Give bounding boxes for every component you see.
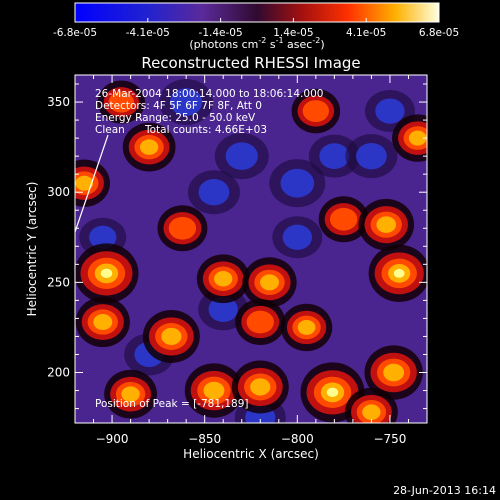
hot-spot-core — [297, 319, 316, 335]
plot-frame — [74, 74, 428, 424]
cold-spot — [225, 142, 258, 170]
heatmap-image — [75, 79, 427, 423]
y-tick-label: 200 — [47, 366, 70, 380]
colorbar-tick-label: -4.1e-05 — [126, 27, 170, 39]
cold-spot — [375, 98, 405, 124]
y-tick-label: 250 — [47, 275, 70, 289]
hot-spot-peak — [326, 387, 339, 398]
cold-spot — [282, 224, 313, 250]
hot-spot-mid — [168, 216, 197, 240]
hot-spot-core — [408, 130, 427, 146]
hot-spot-peak — [393, 268, 405, 278]
x-tick-label: −800 — [281, 432, 314, 446]
x-tick-label: −750 — [373, 432, 406, 446]
hot-spot-mid — [108, 91, 134, 113]
hot-spot-core — [260, 274, 280, 291]
hot-spot-core — [121, 386, 140, 402]
peak-position-label: Position of Peak = [-781,189] — [95, 398, 249, 410]
cold-spot — [89, 225, 117, 249]
colorbar-tick-label: -1.4e-05 — [199, 27, 243, 39]
cold-spot — [280, 168, 315, 198]
colorbar-tick-label: 6.8e-05 — [419, 27, 459, 39]
colorbar-ticks: -6.8e-05 -4.1e-05 -1.4e-05 1.4e-05 4.1e-05 6.… — [53, 18, 459, 39]
annotation-block: 26-Mar-2004 18:00:14.000 to 18:06:14.000… — [95, 88, 323, 136]
annotation-energy: Energy Range: 25.0 - 50.0 keV — [95, 112, 256, 124]
hot-spot-peak — [100, 268, 113, 279]
hot-spot-core — [203, 381, 225, 400]
x-tick-label: −900 — [96, 432, 129, 446]
hot-spot-core — [139, 139, 159, 155]
colorbar-tick-label: 4.1e-05 — [346, 27, 386, 39]
hot-spot-core — [214, 270, 233, 287]
y-axis-label: Heliocentric Y (arcsec) — [25, 182, 39, 317]
cold-spot — [170, 88, 203, 116]
annotation-total-counts: Total counts: 4.66E+03 — [144, 124, 267, 136]
y-tick-label: 350 — [47, 95, 70, 109]
colorbar — [74, 2, 440, 23]
annotation-time: 26-Mar-2004 18:00:14.000 to 18:06:14.000 — [95, 88, 323, 100]
hot-spot-core — [383, 363, 405, 382]
hot-spot-core — [75, 175, 94, 191]
hot-spot-mid — [246, 310, 274, 334]
x-axis-label: Heliocentric X (arcsec) — [183, 447, 319, 461]
colorbar-tick-label: 1.4e-05 — [273, 27, 313, 39]
annotation-method: Clean — [95, 124, 125, 136]
cold-spot — [356, 142, 387, 170]
cold-spot — [319, 143, 350, 170]
hot-spot-core — [161, 327, 182, 346]
axes: −900 −850 −800 −750 200 250 300 350 — [47, 75, 428, 446]
limb-line — [75, 134, 109, 233]
hot-spot-core — [362, 404, 381, 420]
cold-spot — [208, 296, 238, 323]
x-tick-label: −850 — [188, 432, 221, 446]
y-tick-label: 300 — [47, 185, 70, 199]
hot-spot-mid — [302, 100, 330, 123]
colorbar-unit-label: (photons cm-2 s-1 asec-2) — [189, 36, 324, 51]
cold-spot — [198, 179, 230, 206]
hot-spot-core — [376, 216, 397, 233]
hot-spot-core — [250, 378, 271, 396]
hot-spot-mid — [329, 207, 358, 231]
timestamp-footer: 28-Jun-2013 16:14 — [393, 484, 496, 497]
chart-title: Reconstructed RHESSI Image — [141, 54, 360, 72]
annotation-detectors: Detectors: 4F 5F 6F 7F 8F, Att 0 — [95, 100, 262, 112]
colorbar-tick-label: -6.8e-05 — [53, 27, 97, 39]
hot-spot-core — [93, 314, 113, 331]
